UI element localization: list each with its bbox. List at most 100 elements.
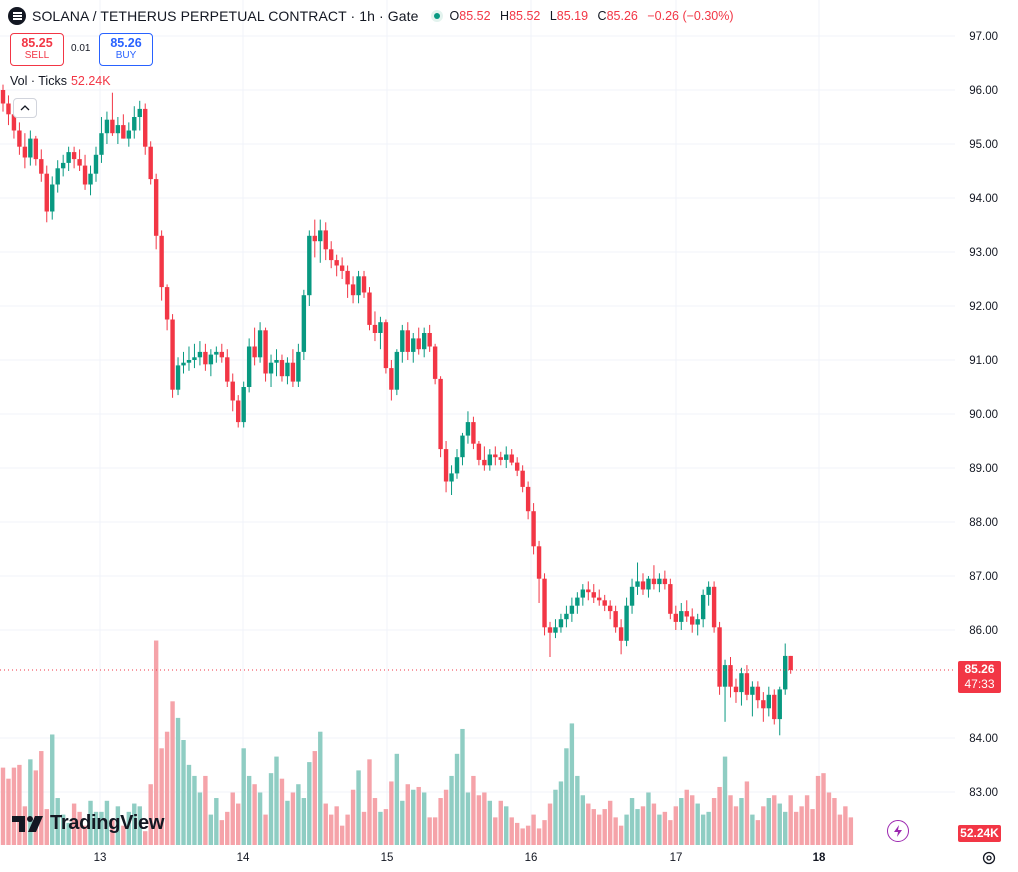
volume-bar — [400, 800, 405, 845]
buy-button[interactable]: 85.26 BUY — [99, 33, 153, 66]
volume-bar — [837, 814, 843, 845]
volume-bar — [668, 820, 673, 845]
price-axis[interactable]: 97.00 96.00 95.00 94.00 93.00 92.00 91.00 90.00… — [969, 31, 998, 799]
candle-body — [88, 173, 93, 185]
candle-body — [17, 130, 22, 147]
volume-bar — [192, 775, 197, 845]
volume-bar — [525, 825, 531, 845]
volume-bar — [536, 828, 542, 845]
volume-bar — [427, 817, 432, 845]
volume-bar — [629, 798, 635, 845]
volume-bar — [356, 770, 361, 845]
gear-icon[interactable] — [980, 849, 998, 867]
high-label: H — [500, 9, 510, 23]
collapse-legend-button[interactable] — [13, 98, 37, 118]
time-tick-label: 15 — [381, 852, 394, 864]
volume-bar — [230, 792, 235, 845]
volume-bar — [296, 784, 301, 845]
candle-body — [547, 627, 553, 633]
volume-bar — [153, 640, 159, 845]
volume-bar — [646, 792, 651, 845]
candle — [629, 578, 635, 614]
tradingview-logo[interactable]: TradingView — [12, 812, 164, 835]
candle-body — [772, 694, 777, 720]
symbol-title[interactable]: SOLANA / TETHERUS PERPETUAL CONTRACT · 1… — [32, 8, 419, 24]
candle-body — [394, 351, 400, 390]
candle-body — [421, 333, 427, 350]
candle — [761, 692, 766, 722]
candle-body — [504, 454, 509, 460]
volume-bar — [0, 767, 6, 845]
candle — [50, 176, 55, 220]
candle-body — [219, 351, 224, 358]
candle-body — [607, 605, 613, 612]
candle — [465, 411, 471, 444]
candle — [77, 149, 82, 171]
candle-body — [498, 457, 503, 460]
candle-body — [50, 184, 55, 212]
sell-button[interactable]: 85.25 SELL — [10, 33, 64, 66]
candle — [722, 659, 728, 722]
candle — [367, 287, 372, 331]
volume-bar — [690, 795, 695, 845]
volume-bar — [60, 814, 66, 845]
candle-body — [673, 613, 679, 622]
candle — [575, 592, 580, 614]
candle-body — [389, 368, 394, 390]
candle — [186, 346, 192, 371]
candle-body — [624, 605, 629, 641]
candle — [66, 146, 71, 171]
candle-body — [553, 627, 558, 633]
candle-body — [82, 165, 88, 185]
menu-icon[interactable] — [8, 7, 26, 25]
candle — [750, 681, 755, 717]
candle-body — [679, 611, 684, 622]
candle-body — [230, 381, 235, 401]
candle-body — [66, 152, 71, 163]
volume-bar — [181, 740, 186, 845]
candle-body — [279, 360, 285, 377]
candle — [476, 441, 482, 466]
candle — [504, 446, 509, 468]
candle — [33, 135, 39, 166]
candle — [345, 265, 350, 298]
candle — [389, 360, 394, 401]
candle-body — [44, 173, 49, 212]
candle-body — [700, 594, 706, 620]
tradingview-logo-text: TradingView — [50, 812, 165, 834]
market-status-icon[interactable] — [430, 10, 443, 22]
volume-bar — [498, 800, 503, 845]
volume-bar — [175, 717, 181, 845]
candle-body — [471, 422, 476, 444]
volume-bar — [766, 798, 771, 845]
volume-bar — [345, 814, 350, 845]
candle-body — [274, 360, 279, 363]
volume-bar — [684, 789, 689, 845]
candle — [0, 84, 6, 112]
candle-body — [361, 276, 367, 293]
candle — [126, 122, 132, 147]
volume-bar — [662, 811, 668, 845]
candle-body — [225, 357, 230, 382]
volume-bar — [307, 762, 312, 845]
candle-body — [476, 443, 482, 460]
volume-bar — [514, 822, 520, 845]
candle — [580, 584, 586, 606]
ohlc-readout: O85.52 H85.52 L85.19 C85.26 −0.26 (−0.30… — [450, 9, 740, 23]
candle-body — [104, 119, 110, 134]
high-value: 85.52 — [509, 9, 541, 23]
candle — [203, 343, 208, 371]
time-axis[interactable]: 13 14 15 16 17 18 — [94, 852, 826, 864]
candle-body — [159, 235, 164, 288]
candle — [394, 349, 400, 396]
candle-body — [334, 260, 339, 266]
candle-body — [372, 324, 378, 333]
candle-body — [378, 322, 383, 333]
lightning-icon[interactable] — [887, 820, 909, 842]
candle-body — [22, 146, 28, 158]
candle — [416, 327, 421, 355]
volume-legend[interactable]: Vol · Ticks 52.24K — [10, 74, 111, 88]
candle — [132, 106, 137, 139]
candle — [525, 481, 531, 520]
